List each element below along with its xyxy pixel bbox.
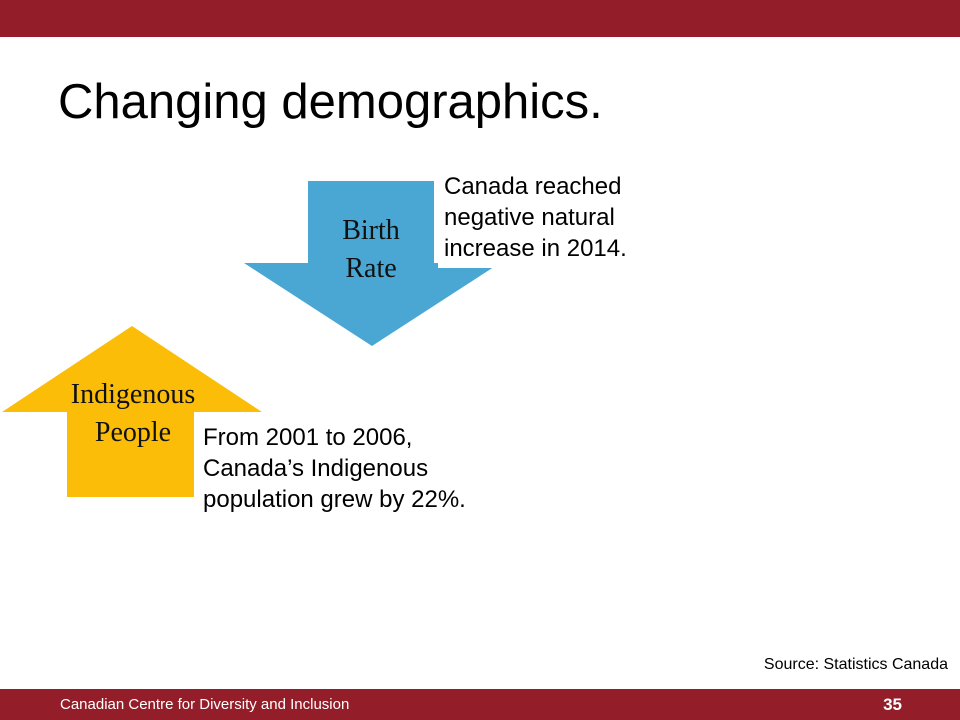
indigenous-label-line1: Indigenous: [70, 379, 196, 410]
birth-rate-label-line1: Birth: [342, 215, 400, 246]
footer-organization: Canadian Centre for Diversity and Inclus…: [60, 696, 350, 713]
indigenous-up-arrow: [2, 326, 262, 498]
top-banner: [0, 0, 960, 37]
footer-banner: Canadian Centre for Diversity and Inclus…: [0, 689, 960, 720]
up-arrow-shape: [2, 326, 262, 497]
source-note: Source: Statistics Canada: [763, 656, 948, 673]
indigenous-label: Indigenous People: [52, 376, 214, 452]
birth-rate-label-line2: Rate: [345, 253, 397, 284]
down-arrow-shape: [244, 181, 500, 346]
page-number: 35: [883, 695, 902, 714]
indigenous-label-line2: People: [94, 417, 172, 448]
birth-rate-down-arrow: [244, 181, 500, 347]
callout-line: population grew by 22%.: [203, 486, 466, 513]
slide-title: Changing demographics.: [58, 75, 603, 129]
callout-line: Canada reached: [444, 173, 622, 200]
birth-rate-callout: Canada reached negative natural increase…: [438, 167, 662, 268]
callout-line: Canada’s Indigenous: [203, 455, 429, 482]
callout-line: increase in 2014.: [444, 235, 627, 262]
indigenous-callout: From 2001 to 2006, Canada’s Indigenous p…: [197, 418, 517, 519]
callout-line: From 2001 to 2006,: [203, 424, 413, 451]
callout-line: negative natural: [444, 204, 615, 231]
birth-rate-label: Birth Rate: [300, 212, 442, 288]
